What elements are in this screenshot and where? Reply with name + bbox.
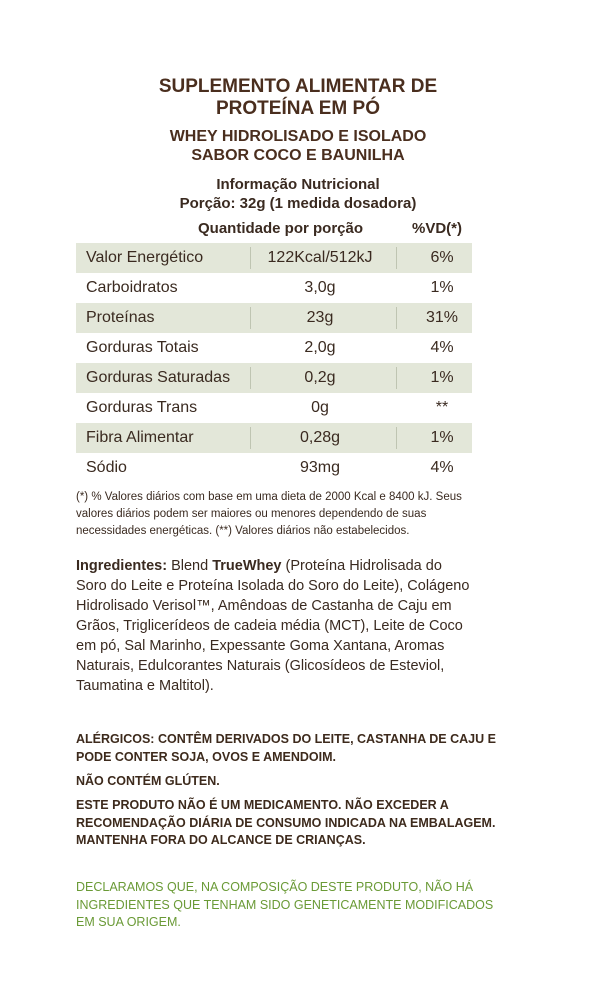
nutrient-name: Sódio (86, 459, 127, 476)
nutrient-quantity: 93mg (299, 459, 341, 476)
ingredients-text: Ingredientes: Blend TrueWhey (Proteína H… (76, 556, 476, 696)
nutrient-daily-value: 1% (430, 369, 454, 386)
column-header-quantity: Quantidade por porção (198, 220, 364, 237)
nutrient-daily-value: 1% (430, 429, 454, 446)
ingredients-label: Ingredientes: (76, 558, 168, 574)
column-header-daily-value: %VD(*) (412, 220, 463, 237)
ingredients-blend: Blend (171, 558, 209, 574)
nutrient-quantity: 2,0g (304, 339, 336, 356)
table-row: Gorduras Saturadas 0,2g 1% (76, 363, 472, 393)
nutrient-quantity: 0,2g (304, 369, 336, 386)
gmo-declaration: DECLARAMOS QUE, NA COMPOSIÇÃO DESTE PROD… (76, 880, 494, 929)
nutrient-name: Carboidratos (86, 279, 178, 296)
column-divider (396, 427, 397, 449)
column-divider (396, 367, 397, 389)
product-title-line-1: SUPLEMENTO ALIMENTAR DE (158, 76, 438, 97)
nutrient-daily-value: 1% (430, 279, 454, 296)
product-title-line-2: PROTEÍNA EM PÓ (216, 98, 380, 119)
table-row: Valor Energético 122Kcal/512kJ 6% (76, 243, 472, 273)
nutrient-quantity: 122Kcal/512kJ (267, 249, 373, 266)
column-divider (396, 307, 397, 329)
medicine-warning: ESTE PRODUTO NÃO É UM MEDICAMENTO. NÃO E… (76, 798, 496, 847)
table-row: Gorduras Totais 2,0g 4% (76, 333, 472, 363)
gluten-warning: NÃO CONTÉM GLÚTEN. (76, 774, 220, 788)
nutrient-name: Gorduras Totais (86, 339, 199, 356)
column-divider (250, 367, 251, 389)
nutrient-name: Gorduras Trans (86, 399, 198, 416)
nutrient-daily-value: 4% (430, 339, 454, 356)
nutrient-daily-value: ** (435, 399, 449, 416)
nutrient-daily-value: 4% (430, 459, 454, 476)
nutrient-name: Proteínas (86, 309, 155, 326)
nutrition-table: Valor Energético 122Kcal/512kJ 6% Carboi… (76, 243, 472, 483)
column-divider (250, 247, 251, 269)
table-row: Carboidratos 3,0g 1% (76, 273, 472, 303)
nutrient-quantity: 23g (306, 309, 334, 326)
table-row: Proteínas 23g 31% (76, 303, 472, 333)
ingredients-list: (Proteína Hidrolisada do Soro do Leite e… (76, 558, 470, 694)
product-subtitle-line-2: SABOR COCO E BAUNILHA (191, 147, 405, 164)
nutrient-quantity: 0g (311, 399, 329, 416)
product-subtitle-line-1: WHEY HIDROLISADO E ISOLADO (169, 128, 427, 145)
table-row: Gorduras Trans 0g ** (76, 393, 472, 423)
nutrition-footnote: (*) % Valores diários com base em uma di… (76, 491, 462, 537)
allergen-warning: ALÉRGICOS: CONTÊM DERIVADOS DO LEITE, CA… (76, 732, 496, 764)
ingredients-brand: TrueWhey (212, 558, 282, 574)
nutrient-quantity: 3,0g (304, 279, 336, 296)
portion-size: Porção: 32g (1 medida dosadora) (179, 195, 417, 212)
column-divider (396, 247, 397, 269)
column-divider (250, 427, 251, 449)
nutrient-name: Valor Energético (86, 249, 204, 266)
nutrient-daily-value: 6% (430, 249, 454, 266)
nutrition-heading: Informação Nutricional (216, 176, 380, 193)
nutrient-daily-value: 31% (425, 309, 459, 326)
table-row: Sódio 93mg 4% (76, 453, 472, 483)
table-row: Fibra Alimentar 0,28g 1% (76, 423, 472, 453)
nutrient-quantity: 0,28g (299, 429, 341, 446)
nutrient-name: Fibra Alimentar (86, 429, 194, 446)
column-divider (250, 307, 251, 329)
nutrient-name: Gorduras Saturadas (86, 369, 231, 386)
